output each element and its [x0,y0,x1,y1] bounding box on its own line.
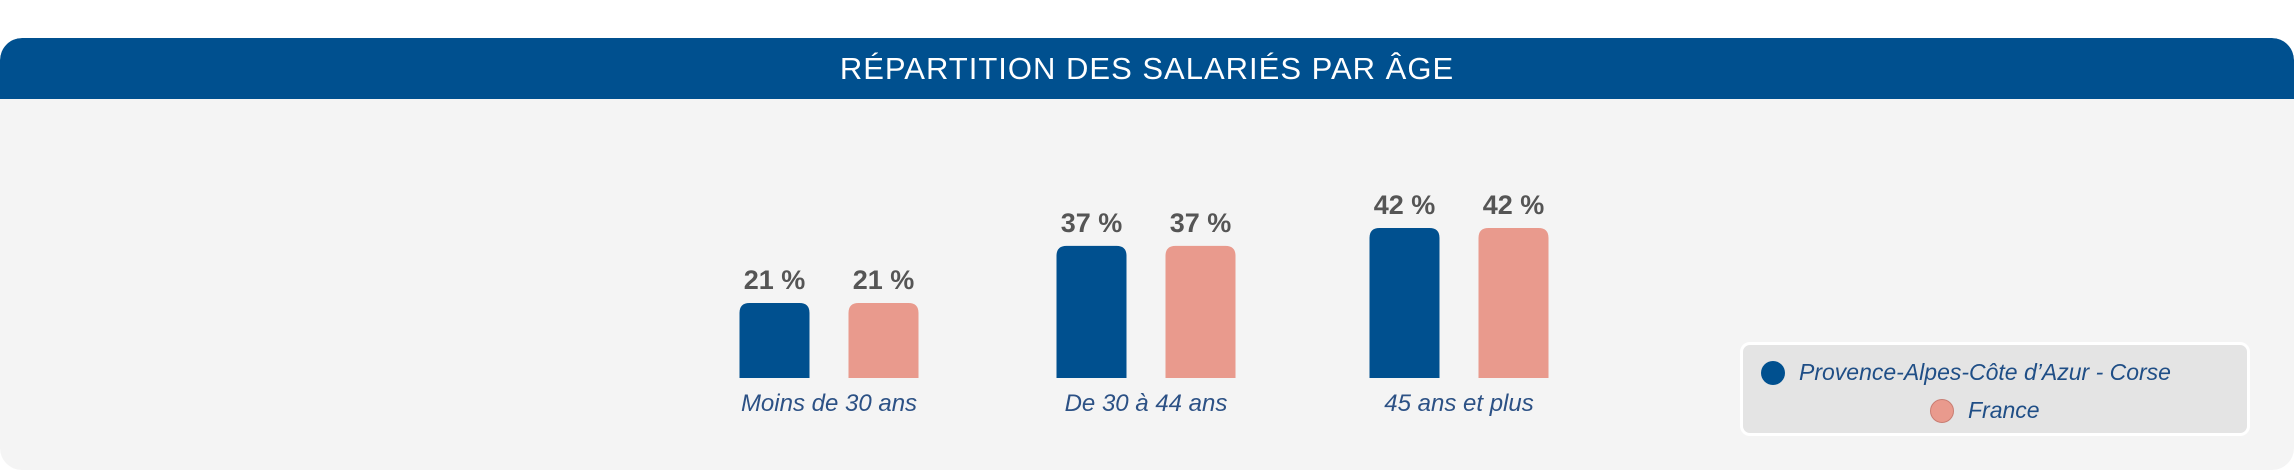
legend-label-france: France [1968,397,2040,423]
data-label-france-1: 37 % [1170,208,1232,238]
legend-label-paca-corse: Provence-Alpes-Côte d’Azur - Corse [1799,359,2171,385]
data-label-paca-corse-2: 42 % [1374,190,1436,220]
data-label-france-2: 42 % [1483,190,1545,220]
bar-france-0 [848,303,919,378]
legend: Provence-Alpes-Côte d’Azur - Corse Franc… [1740,342,2250,436]
bar-france-2 [1478,228,1549,378]
bar-paca-corse-2 [1369,228,1440,378]
legend-item-paca-corse: Provence-Alpes-Côte d’Azur - Corse [1761,359,2171,386]
category-label-1: De 30 à 44 ans [1065,390,1228,417]
category-label-2: 45 ans et plus [1384,390,1533,417]
bar-france-1 [1165,245,1236,378]
chart-card: RÉPARTITION DES SALARIÉS PAR ÂGE [0,38,2294,470]
category-label-0: Moins de 30 ans [741,390,917,417]
data-label-france-0: 21 % [853,265,915,295]
data-label-paca-corse-0: 21 % [744,265,806,295]
legend-item-france: France [1930,397,2040,424]
legend-swatch-paca-corse [1761,360,1785,385]
data-label-paca-corse-1: 37 % [1061,208,1123,238]
chart-title: RÉPARTITION DES SALARIÉS PAR ÂGE [0,38,2294,99]
bar-paca-corse-1 [1056,245,1127,378]
bar-paca-corse-0 [739,303,810,378]
legend-swatch-france [1930,398,1954,423]
